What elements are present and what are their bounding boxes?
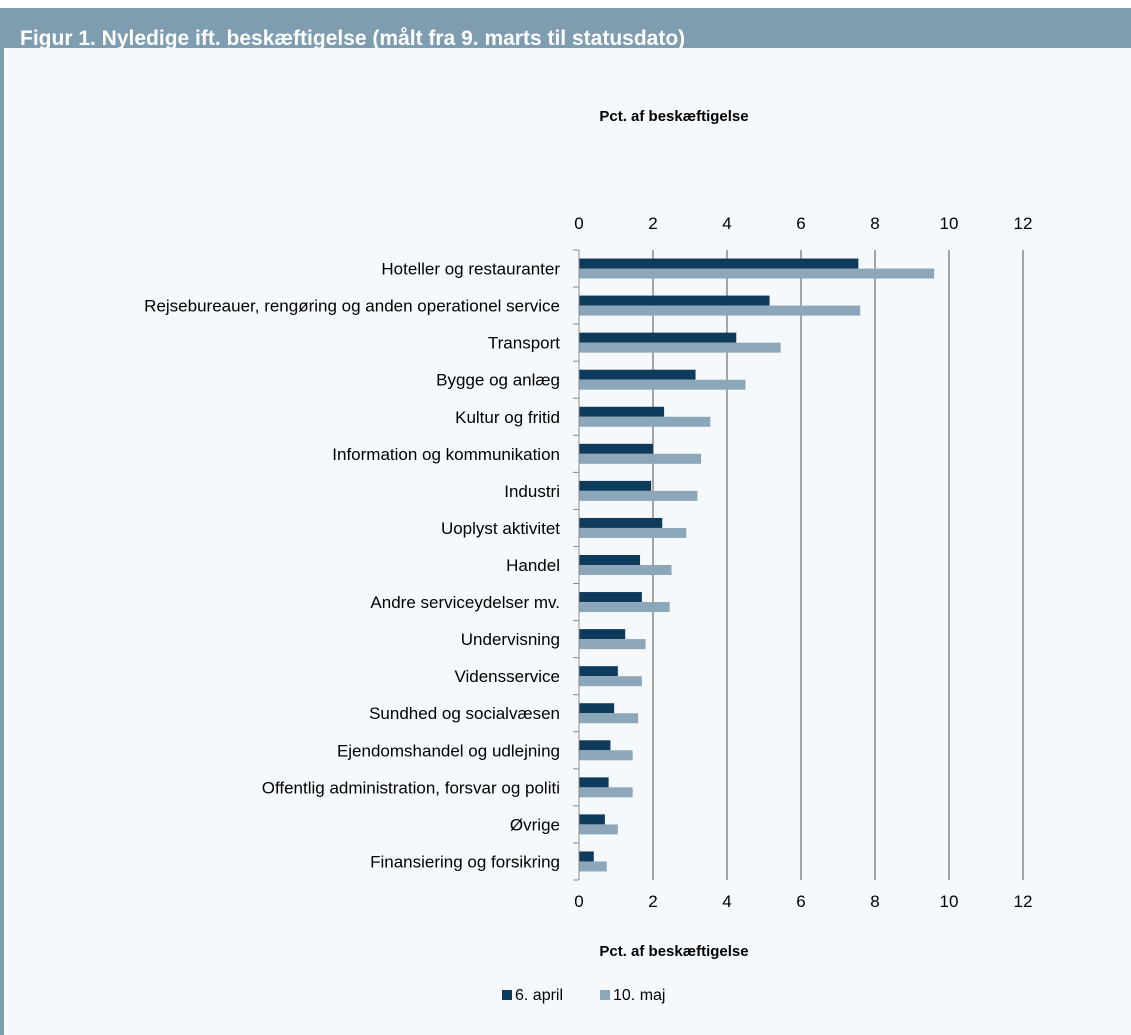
x-axis-ticks-top: 0 2 4 6 8 10 12: [574, 214, 1032, 233]
category-label: Sundhed og socialvæsen: [369, 704, 560, 723]
category-label: Offentlig administration, forsvar og pol…: [262, 778, 560, 797]
category-label: Handel: [506, 556, 560, 575]
category-labels: Hoteller og restauranter Rejsebureauer, r…: [144, 249, 579, 881]
bar-10-maj: [579, 453, 702, 464]
figure-title: Figur 1. Nyledige ift. beskæftigelse (må…: [20, 27, 686, 48]
bar-6-april: [579, 258, 859, 269]
x-tick-label-top: 10: [940, 214, 959, 233]
bar-10-maj: [579, 824, 618, 835]
legend: 6. april 10. maj: [502, 987, 665, 1004]
legend-label-10-maj: 10. maj: [613, 987, 665, 1004]
bars: [579, 258, 935, 872]
x-tick-label-bottom: 6: [796, 892, 805, 911]
x-tick-label-top: 2: [648, 214, 657, 233]
category-label: Industri: [504, 482, 560, 501]
bar-6-april: [579, 443, 653, 454]
x-axis-title-top: Pct. af beskæftigelse: [599, 108, 748, 125]
bar-10-maj: [579, 379, 746, 390]
bar-6-april: [579, 295, 770, 306]
category-label: Vidensservice: [454, 667, 560, 686]
x-tick-label-top: 8: [870, 214, 879, 233]
bar-6-april: [579, 629, 626, 640]
category-label: Transport: [488, 334, 560, 353]
x-tick-label-bottom: 8: [870, 892, 879, 911]
legend-swatch-10-maj: [600, 990, 610, 1000]
bar-10-maj: [579, 713, 639, 724]
x-axis-title-bottom: Pct. af beskæftigelse: [599, 943, 748, 960]
bar-6-april: [579, 851, 594, 862]
figure-frame: Figur 1. Nyledige ift. beskæftigelse (må…: [0, 8, 1131, 1035]
category-label: Ejendomshandel og udlejning: [337, 741, 560, 760]
bar-10-maj: [579, 342, 781, 353]
bar-10-maj: [579, 268, 935, 279]
category-label: Øvrige: [510, 815, 560, 834]
x-tick-label-bottom: 10: [940, 892, 959, 911]
bar-6-april: [579, 592, 642, 603]
category-label: Undervisning: [461, 630, 560, 649]
category-label: Information og kommunikation: [332, 445, 560, 464]
legend-label-6-april: 6. april: [515, 987, 563, 1004]
bar-10-maj: [579, 787, 633, 798]
bar-10-maj: [579, 416, 711, 427]
bar-6-april: [579, 406, 665, 417]
x-tick-label-bottom: 2: [648, 892, 657, 911]
x-tick-label-top: 12: [1014, 214, 1033, 233]
bar-10-maj: [579, 750, 633, 761]
bar-10-maj: [579, 490, 698, 501]
category-label: Rejsebureauer, rengøring og anden operat…: [144, 297, 560, 316]
category-label: Bygge og anlæg: [436, 371, 560, 390]
bar-6-april: [579, 517, 663, 528]
category-label: Finansiering og forsikring: [370, 852, 560, 871]
x-tick-label-bottom: 0: [574, 892, 583, 911]
bar-10-maj: [579, 639, 646, 650]
bar-10-maj: [579, 527, 687, 538]
bar-6-april: [579, 332, 737, 343]
category-label: Hoteller og restauranter: [381, 260, 560, 279]
category-label: Andre serviceydelser mv.: [370, 593, 560, 612]
bar-6-april: [579, 666, 618, 677]
bar-10-maj: [579, 861, 607, 872]
bar-10-maj: [579, 676, 642, 687]
x-tick-label-bottom: 4: [722, 892, 731, 911]
bar-10-maj: [579, 602, 670, 613]
x-tick-label-top: 0: [574, 214, 583, 233]
figure-title-bar: Figur 1. Nyledige ift. beskæftigelse (må…: [4, 8, 1131, 48]
legend-swatch-6-april: [502, 990, 512, 1000]
x-tick-label-top: 4: [722, 214, 731, 233]
bar-6-april: [579, 369, 696, 380]
bar-6-april: [579, 555, 641, 565]
x-tick-label-top: 6: [796, 214, 805, 233]
category-label: Uoplyst aktivitet: [441, 519, 560, 538]
bar-10-maj: [579, 305, 861, 316]
bar-6-april: [579, 480, 652, 491]
bar-6-april: [579, 703, 615, 714]
bar-10-maj: [579, 565, 672, 575]
category-label: Kultur og fritid: [455, 408, 560, 427]
x-tick-label-bottom: 12: [1014, 892, 1033, 911]
bar-6-april: [579, 777, 609, 788]
bar-6-april: [579, 814, 605, 825]
x-axis-ticks-bottom: 0 2 4 6 8 10 12: [574, 892, 1032, 911]
bar-6-april: [579, 740, 611, 751]
